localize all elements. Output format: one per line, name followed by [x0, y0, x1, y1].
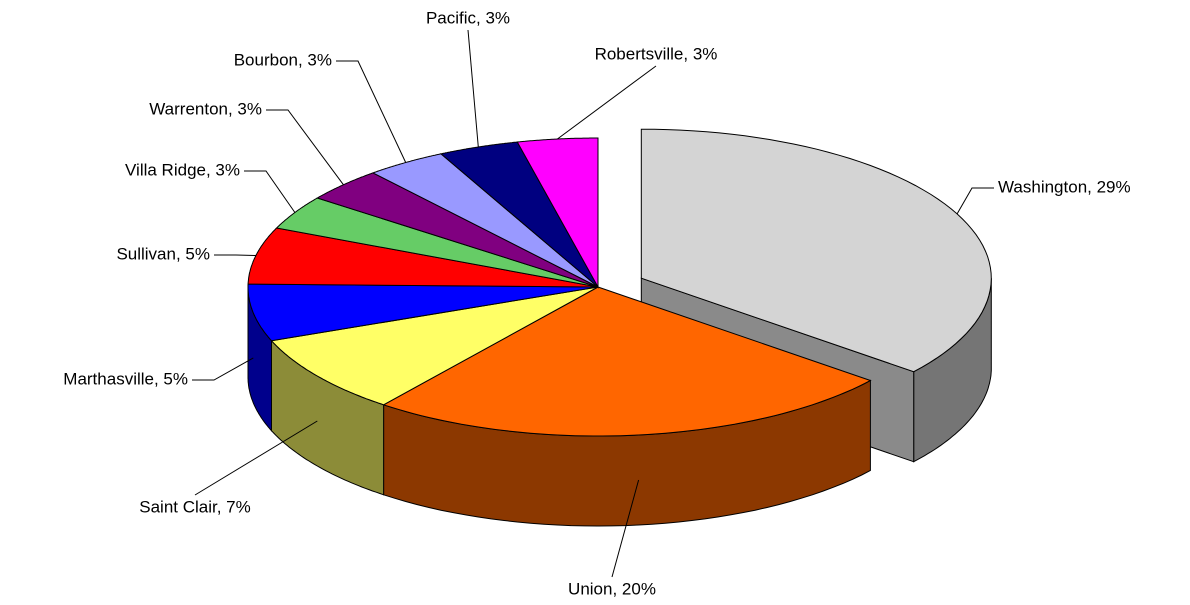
data-label: Pacific, 3%	[426, 8, 510, 27]
leader-line	[244, 170, 296, 213]
data-label: Villa Ridge, 3%	[125, 160, 240, 179]
leader-line	[557, 65, 657, 140]
data-label: Robertsville, 3%	[595, 44, 718, 63]
leader-line	[467, 29, 479, 148]
leader-line	[214, 254, 256, 256]
data-label: Warrenton, 3%	[149, 99, 262, 118]
leader-line	[194, 420, 318, 496]
data-label: Washington, 29%	[998, 177, 1131, 196]
leader-line	[611, 479, 640, 578]
leader-line	[266, 109, 344, 185]
data-label: Marthasville, 5%	[63, 369, 188, 388]
leader-line	[336, 60, 407, 163]
leader-line	[956, 187, 994, 215]
data-label: Sullivan, 5%	[116, 244, 210, 263]
slice-top	[270, 286, 599, 406]
data-label: Bourbon, 3%	[234, 50, 332, 69]
slice-top	[382, 286, 872, 437]
data-label: Union, 20%	[568, 579, 656, 598]
leader-line	[192, 357, 254, 381]
slice-top	[247, 283, 599, 342]
data-label: Saint Clair, 7%	[139, 497, 251, 516]
